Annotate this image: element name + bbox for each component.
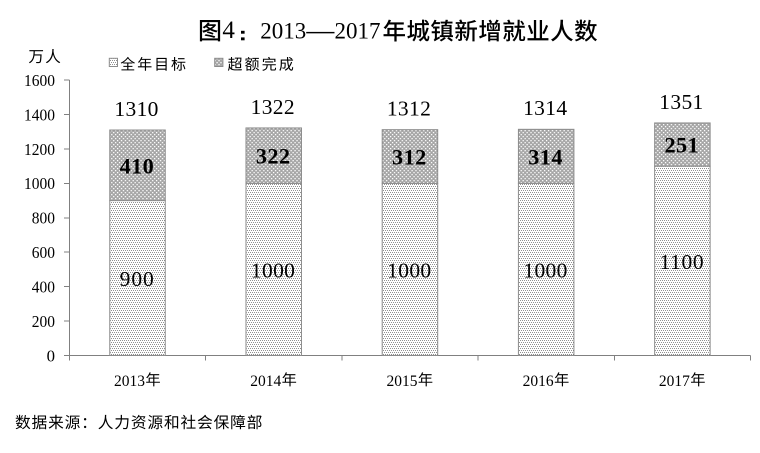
svg-text:1600: 1600: [24, 71, 55, 90]
svg-text:1000: 1000: [523, 258, 567, 282]
svg-text:2016: 2016: [523, 373, 554, 390]
svg-text:2014: 2014: [250, 373, 281, 390]
svg-text:2017: 2017: [659, 373, 690, 390]
svg-text:800: 800: [32, 209, 55, 228]
svg-text:400: 400: [32, 277, 55, 296]
svg-text:1000: 1000: [251, 258, 295, 282]
svg-text:1100: 1100: [660, 250, 704, 274]
svg-text:1310: 1310: [114, 97, 158, 121]
svg-text:1322: 1322: [251, 95, 295, 119]
svg-text:1000: 1000: [387, 258, 431, 282]
svg-text:0: 0: [47, 346, 55, 365]
svg-text:600: 600: [32, 243, 55, 262]
svg-text:312: 312: [392, 145, 426, 170]
svg-text:1314: 1314: [523, 96, 567, 120]
svg-text:200: 200: [32, 312, 55, 331]
svg-text:1400: 1400: [24, 105, 55, 124]
svg-text:2017: 2017: [335, 18, 381, 43]
svg-text:322: 322: [256, 144, 290, 169]
svg-text:900: 900: [120, 267, 154, 291]
svg-text:2013: 2013: [260, 18, 306, 43]
svg-text:4: 4: [222, 17, 235, 44]
svg-text:2015: 2015: [386, 373, 417, 390]
svg-text:251: 251: [664, 133, 698, 158]
svg-text:2013: 2013: [114, 373, 145, 390]
svg-text:314: 314: [528, 144, 562, 169]
svg-text:1312: 1312: [387, 97, 431, 121]
svg-text:1000: 1000: [24, 174, 55, 193]
svg-text:410: 410: [120, 153, 154, 178]
svg-text:1200: 1200: [24, 140, 55, 159]
svg-text:1351: 1351: [659, 90, 703, 114]
